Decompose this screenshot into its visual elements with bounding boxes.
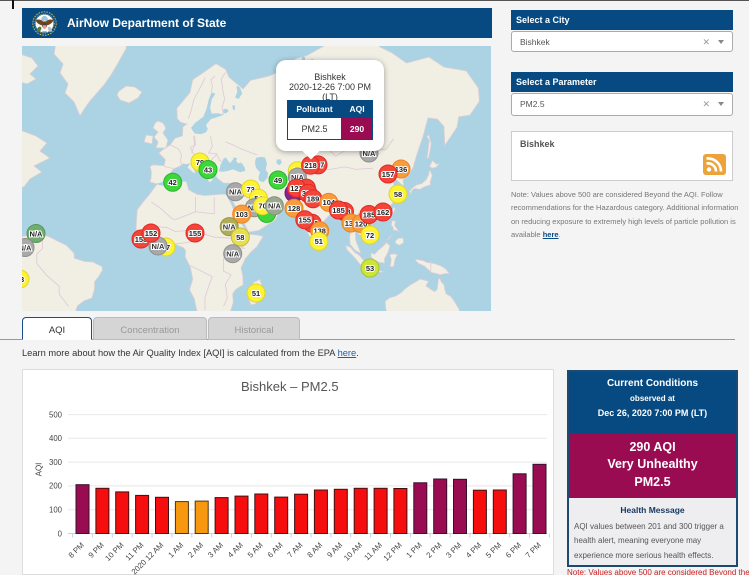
svg-text:72: 72: [366, 231, 374, 240]
svg-text:7 AM: 7 AM: [286, 541, 305, 560]
svg-text:N/A: N/A: [30, 229, 44, 238]
svg-text:N/A: N/A: [229, 188, 243, 197]
svg-text:43: 43: [204, 165, 212, 174]
svg-text:51: 51: [252, 289, 260, 298]
svg-text:120: 120: [355, 219, 368, 228]
svg-text:5 AM: 5 AM: [246, 541, 265, 560]
svg-text:70: 70: [258, 202, 266, 211]
svg-text:N/A: N/A: [291, 173, 305, 182]
svg-text:100: 100: [49, 506, 63, 515]
svg-text:73: 73: [22, 275, 24, 284]
svg-text:300: 300: [49, 458, 63, 467]
svg-text:10 PM: 10 PM: [103, 541, 125, 563]
svg-text:157: 157: [382, 170, 395, 179]
svg-text:42: 42: [169, 178, 177, 187]
svg-text:58: 58: [236, 233, 244, 242]
svg-text:N/A: N/A: [268, 202, 282, 211]
svg-text:128: 128: [288, 204, 301, 213]
svg-text:185: 185: [363, 210, 376, 219]
svg-text:104: 104: [323, 198, 336, 207]
svg-text:5 PM: 5 PM: [484, 541, 503, 560]
svg-text:158: 158: [135, 235, 148, 244]
svg-text:53: 53: [366, 264, 374, 273]
svg-text:N/A: N/A: [223, 222, 237, 231]
svg-text:136: 136: [395, 165, 408, 174]
svg-text:N/A: N/A: [152, 242, 166, 251]
svg-text:11 AM: 11 AM: [362, 541, 384, 563]
svg-text:189: 189: [307, 195, 320, 204]
svg-text:2 PM: 2 PM: [424, 541, 443, 560]
svg-text:3 AM: 3 AM: [206, 541, 225, 560]
svg-text:500: 500: [49, 410, 63, 419]
svg-text:N/A: N/A: [22, 243, 32, 252]
svg-text:121: 121: [290, 184, 303, 193]
svg-text:103: 103: [235, 210, 248, 219]
svg-text:4 PM: 4 PM: [464, 541, 483, 560]
svg-text:155: 155: [299, 216, 312, 225]
svg-text:400: 400: [49, 434, 63, 443]
svg-text:152: 152: [145, 229, 158, 238]
svg-text:N/A: N/A: [363, 149, 377, 158]
svg-text:162: 162: [377, 208, 390, 217]
svg-text:218: 218: [304, 161, 317, 170]
svg-text:49: 49: [274, 176, 282, 185]
svg-text:200: 200: [49, 482, 63, 491]
svg-text:4 AM: 4 AM: [226, 541, 245, 560]
svg-text:8 PM: 8 PM: [67, 541, 86, 560]
svg-text:10 AM: 10 AM: [342, 541, 364, 563]
svg-text:6 AM: 6 AM: [266, 541, 285, 560]
svg-text:N/A: N/A: [226, 250, 240, 259]
svg-text:2 AM: 2 AM: [186, 541, 205, 560]
svg-text:58: 58: [394, 190, 402, 199]
svg-text:6 PM: 6 PM: [504, 541, 523, 560]
svg-text:131: 131: [345, 219, 358, 228]
svg-text:155: 155: [189, 229, 202, 238]
svg-text:3 PM: 3 PM: [444, 541, 463, 560]
svg-text:73: 73: [247, 185, 255, 194]
svg-text:1 AM: 1 AM: [166, 541, 185, 560]
svg-text:7 PM: 7 PM: [524, 541, 543, 560]
svg-text:79: 79: [196, 158, 204, 167]
svg-text:0: 0: [58, 529, 63, 538]
svg-text:51: 51: [315, 237, 323, 246]
svg-text:12 PM: 12 PM: [382, 541, 404, 563]
svg-text:138: 138: [313, 227, 326, 236]
svg-text:8 AM: 8 AM: [305, 541, 324, 560]
svg-text:1 PM: 1 PM: [404, 541, 423, 560]
svg-text:185: 185: [332, 206, 345, 215]
